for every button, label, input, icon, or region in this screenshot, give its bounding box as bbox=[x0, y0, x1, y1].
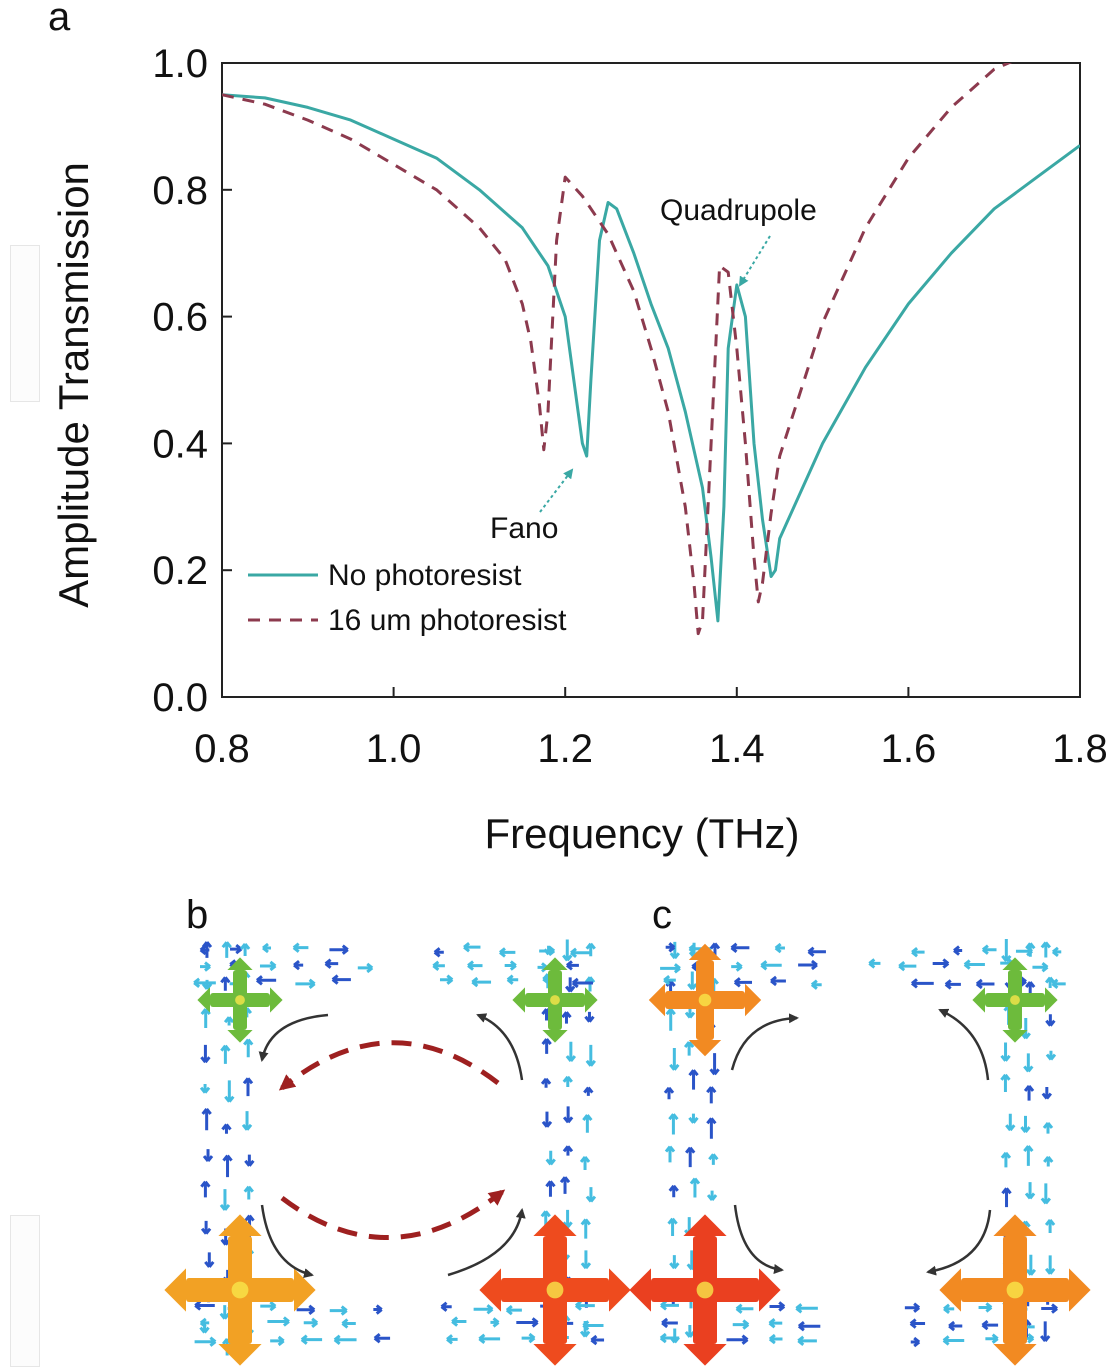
transmission-chart: 0.8 1.0 1.2 1.4 1.6 1.8 0.0 0.2 0.4 0.6 0.8 1.0 Fr… bbox=[50, 42, 1108, 857]
legend-label-16um-photoresist: 16 um photoresist bbox=[328, 604, 567, 637]
legend: No photoresist 16 um photoresist bbox=[248, 559, 567, 637]
x-tick-label: 1.2 bbox=[537, 727, 593, 771]
black-arrow bbox=[447, 1208, 526, 1277]
panel-label-a: a bbox=[48, 0, 71, 39]
y-ticks: 0.0 0.2 0.4 0.6 0.8 1.0 bbox=[152, 42, 232, 720]
panel-label-c: c bbox=[652, 893, 672, 937]
scan-margin-box bbox=[10, 245, 40, 402]
x-axis-label: Frequency (THz) bbox=[484, 810, 799, 857]
series-line-16um-photoresist bbox=[222, 63, 1013, 636]
annotation-fano: Fano bbox=[490, 512, 558, 545]
marker-bottom-right bbox=[479, 1214, 631, 1366]
y-tick-label: 0.8 bbox=[152, 169, 208, 213]
marker-top-right bbox=[972, 957, 1058, 1043]
black-arrow bbox=[258, 1013, 329, 1062]
red-dashed-arrow bbox=[278, 1040, 500, 1091]
annotation-quadrupole-arrow bbox=[738, 235, 771, 287]
marker-bottom-left bbox=[629, 1214, 781, 1366]
scan-margin-box bbox=[10, 1215, 40, 1367]
black-arrow bbox=[938, 1008, 990, 1081]
legend-label-no-photoresist: No photoresist bbox=[328, 559, 522, 592]
current-field-panel-c bbox=[629, 939, 1091, 1366]
current-field-panel-b bbox=[164, 939, 631, 1366]
plot-frame bbox=[221, 62, 1081, 698]
x-tick-label: 1.8 bbox=[1052, 727, 1108, 771]
y-tick-label: 0.4 bbox=[152, 422, 208, 466]
x-tick-label: 1.0 bbox=[366, 727, 422, 771]
red-dashed-arrow bbox=[280, 1189, 506, 1241]
marker-bottom-left bbox=[164, 1214, 316, 1366]
series-line-no-photoresist bbox=[222, 93, 1080, 623]
black-arrow bbox=[260, 1204, 314, 1279]
y-tick-label: 0.2 bbox=[152, 549, 208, 593]
panel-label-b: b bbox=[186, 893, 208, 937]
x-ticks: 0.8 1.0 1.2 1.4 1.6 1.8 bbox=[194, 687, 1108, 771]
x-tick-label: 0.8 bbox=[194, 727, 250, 771]
marker-bottom-right bbox=[939, 1214, 1091, 1366]
y-tick-label: 0.0 bbox=[152, 676, 208, 720]
marker-top-right bbox=[512, 957, 598, 1043]
x-tick-label: 1.4 bbox=[709, 727, 765, 771]
marker-top-left bbox=[197, 957, 283, 1043]
y-tick-label: 1.0 bbox=[152, 42, 208, 86]
annotation-fano-arrow bbox=[539, 468, 574, 513]
annotation-quadrupole: Quadrupole bbox=[660, 194, 817, 227]
series-layer bbox=[222, 63, 1080, 636]
y-tick-label: 0.6 bbox=[152, 296, 208, 340]
y-axis-label: Amplitude Transmission bbox=[50, 162, 97, 608]
black-arrow bbox=[733, 1204, 784, 1274]
black-arrow bbox=[926, 1209, 992, 1276]
black-arrow bbox=[476, 1013, 524, 1081]
marker-top-left bbox=[648, 943, 762, 1057]
black-arrow bbox=[730, 1013, 799, 1071]
x-tick-label: 1.6 bbox=[881, 727, 937, 771]
